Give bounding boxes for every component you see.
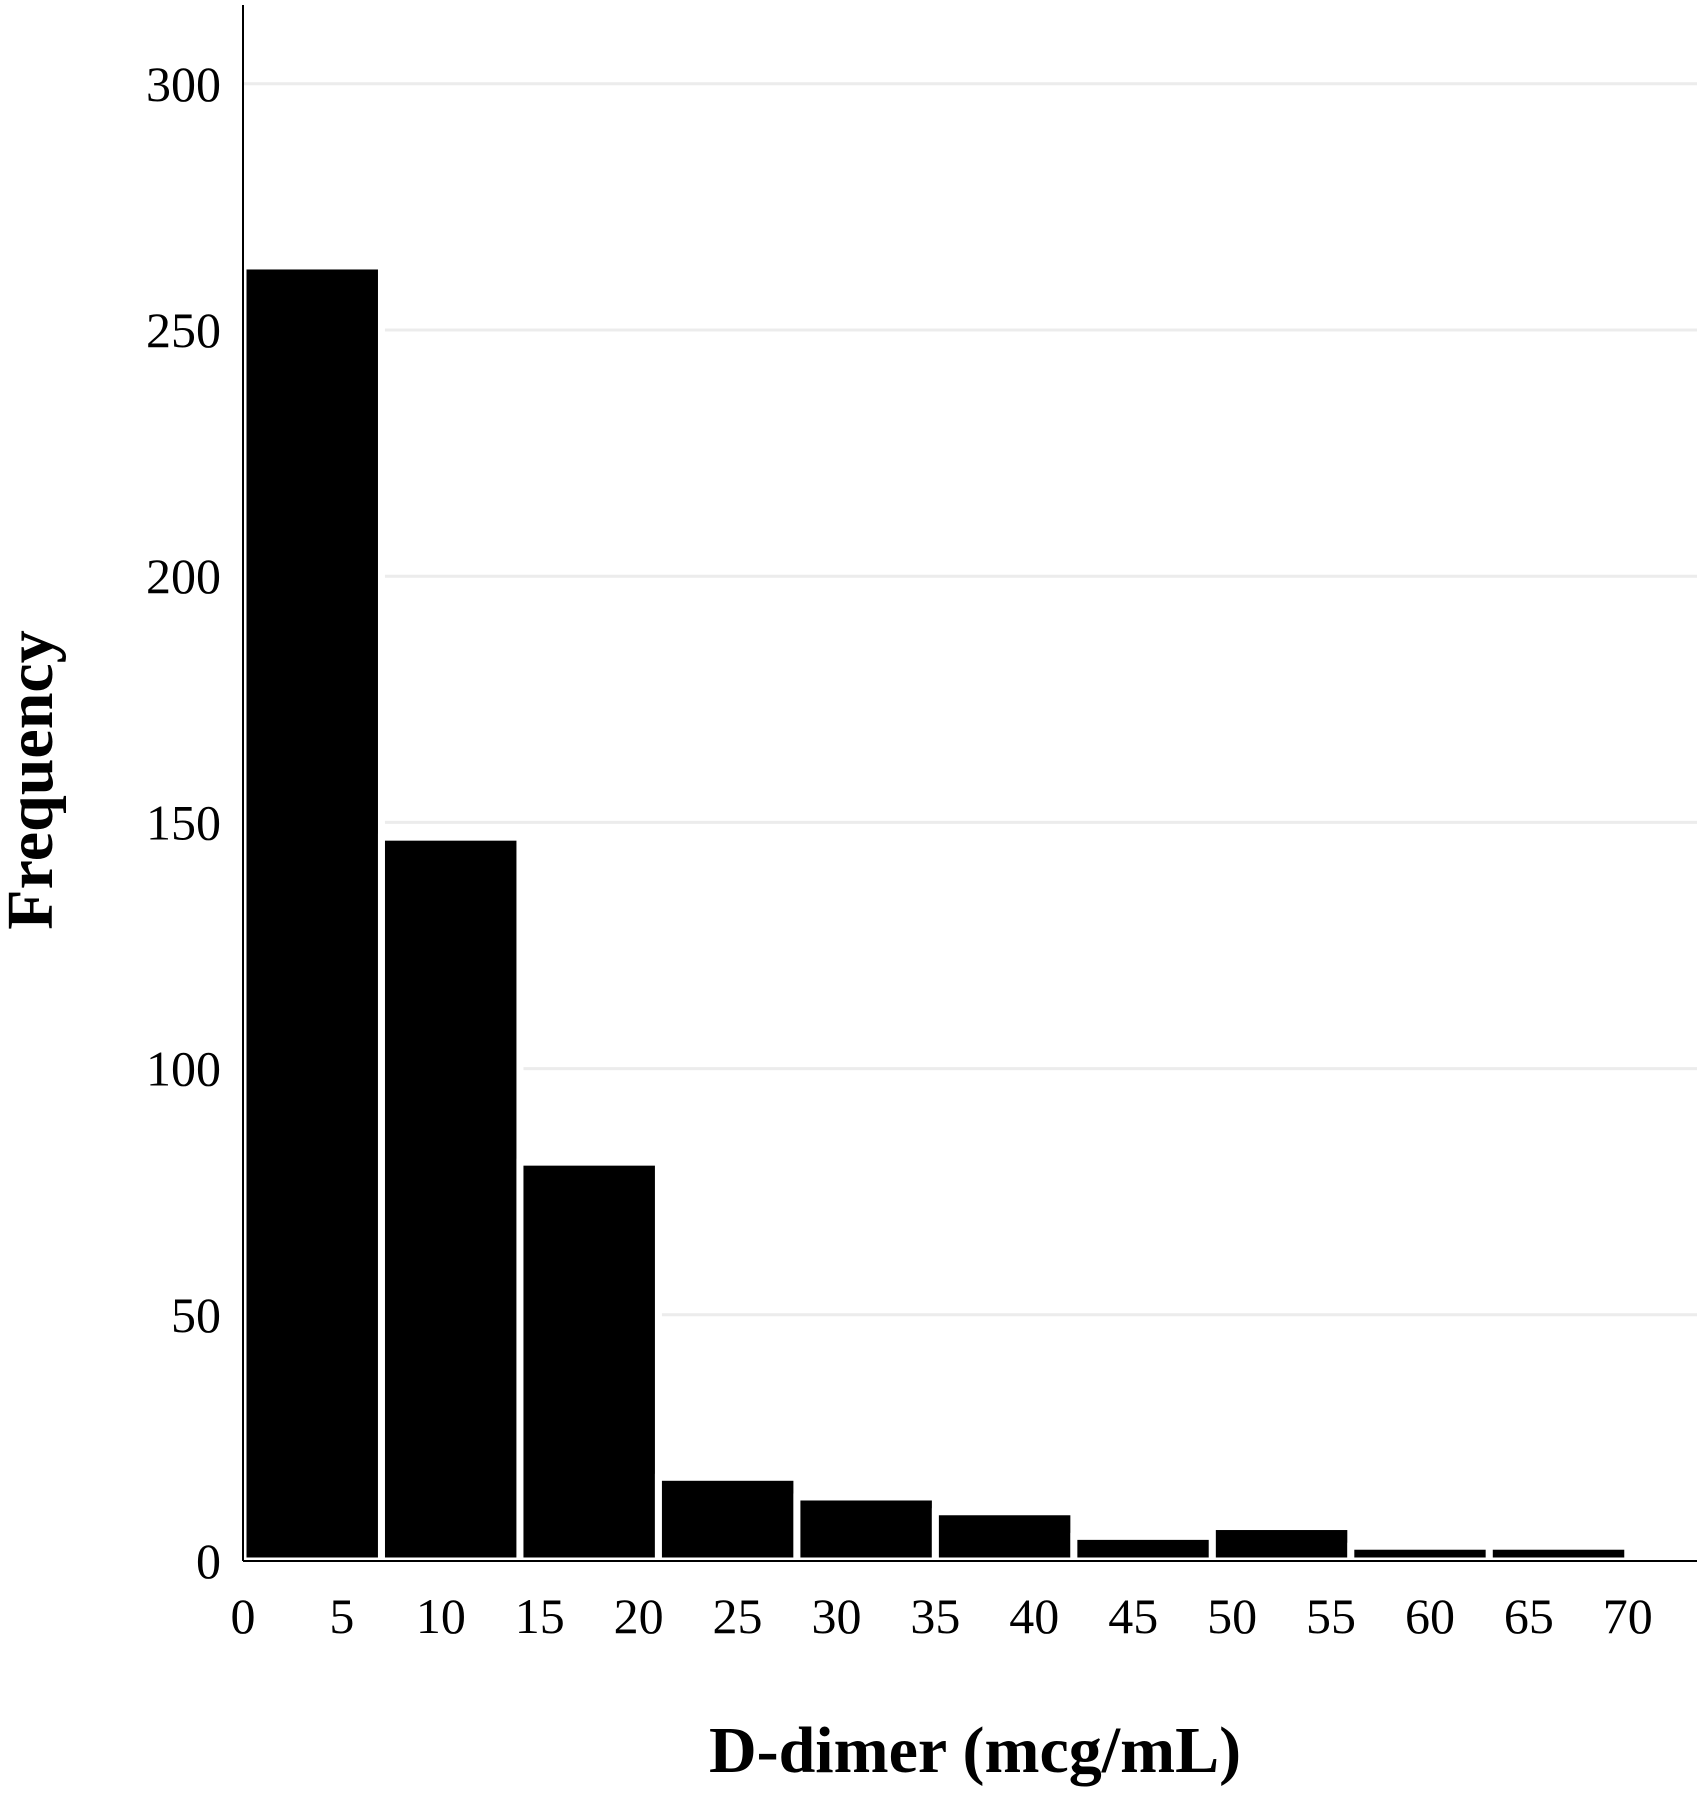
histogram-bar-1: [239, 262, 385, 1565]
y-axis-title: Frequency: [0, 630, 67, 929]
x-tick-label-45: 45: [1108, 1588, 1158, 1644]
histogram-bar-7: [1070, 1532, 1216, 1565]
x-tick-label-35: 35: [910, 1588, 960, 1644]
histogram-bar-2: [377, 833, 524, 1565]
histogram-bar-8: [1208, 1523, 1355, 1565]
y-tick-label-100: 100: [146, 1041, 221, 1097]
x-axis-title: D-dimer (mcg/mL): [709, 1714, 1241, 1787]
x-tick-label-55: 55: [1306, 1588, 1356, 1644]
histogram-bar-3: [516, 1158, 662, 1565]
bar-layer: [239, 262, 1632, 1565]
y-tick-label-50: 50: [171, 1287, 221, 1343]
histogram-bar-9: [1347, 1542, 1493, 1565]
y-tick-label-200: 200: [146, 548, 221, 604]
x-tick-label-30: 30: [811, 1588, 861, 1644]
x-tick-label-25: 25: [713, 1588, 763, 1644]
histogram-bar-10: [1485, 1542, 1632, 1565]
y-tick-labels: 0 50 100 150 200 250 300: [146, 56, 221, 1589]
x-tick-label-65: 65: [1504, 1588, 1554, 1644]
x-tick-label-50: 50: [1207, 1588, 1257, 1644]
x-tick-labels: 0 5 10 15 20 25 30 35 40 45 50 55 60 65 70: [231, 1588, 1653, 1644]
x-tick-label-5: 5: [329, 1588, 354, 1644]
x-tick-label-0: 0: [231, 1588, 256, 1644]
x-tick-label-20: 20: [614, 1588, 664, 1644]
x-tick-label-10: 10: [416, 1588, 466, 1644]
x-tick-label-70: 70: [1603, 1588, 1653, 1644]
histogram-bar-4: [654, 1473, 801, 1565]
histogram-bar-6: [931, 1508, 1078, 1565]
y-tick-label-250: 250: [146, 302, 221, 358]
axis-layer: [242, 5, 1697, 1562]
y-tick-label-150: 150: [146, 794, 221, 850]
histogram-bar-5: [793, 1493, 939, 1565]
x-tick-label-60: 60: [1405, 1588, 1455, 1644]
x-tick-label-40: 40: [1009, 1588, 1059, 1644]
x-tick-label-15: 15: [515, 1588, 565, 1644]
y-tick-label-0: 0: [196, 1533, 221, 1589]
y-tick-label-300: 300: [146, 56, 221, 112]
